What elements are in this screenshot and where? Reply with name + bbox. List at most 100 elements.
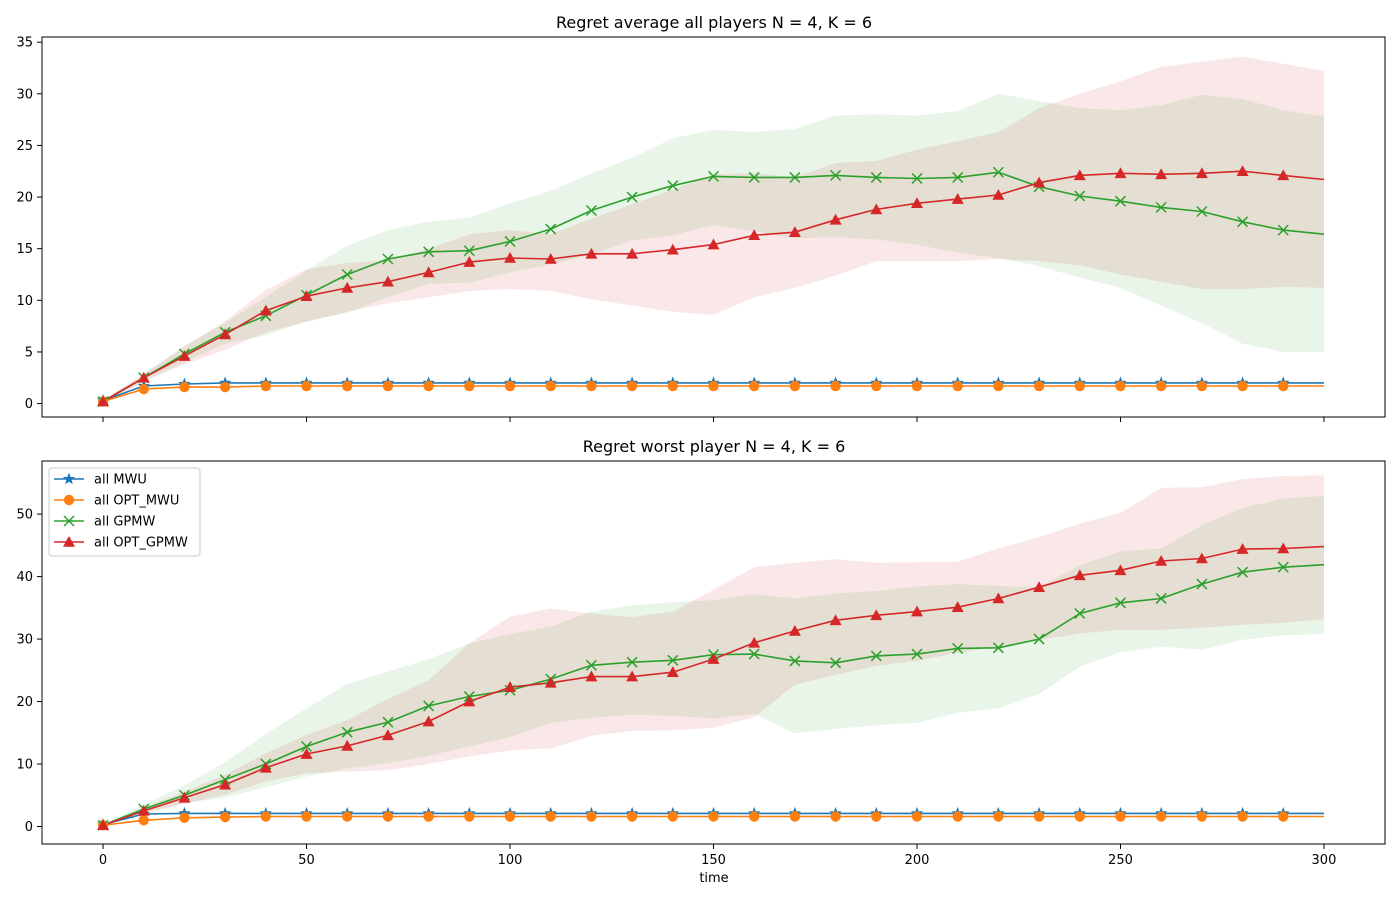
data-point-gpmw: [911, 172, 923, 184]
data-point-gpmw: [911, 648, 923, 660]
y-tick-label: 15: [16, 242, 33, 257]
data-point-gpmw: [789, 655, 801, 667]
data-point-opt_gpmw: [1155, 168, 1168, 180]
data-point-opt_gpmw: [788, 226, 801, 237]
bottom-chart-bands: [103, 475, 1324, 826]
data-point-opt_gpmw: [1277, 169, 1290, 181]
data-point-opt_mwu: [1115, 811, 1126, 822]
bottom-chart-x-axis-label: time: [699, 871, 728, 886]
legend-label: all OPT_MWU: [94, 494, 179, 509]
data-point-opt_gpmw: [1195, 167, 1208, 179]
data-point-opt_gpmw: [910, 197, 923, 209]
bottom-chart-title: Regret worst player N = 4, K = 6: [583, 437, 846, 456]
data-point-opt_mwu: [1033, 380, 1045, 392]
x-tick-label: 150: [701, 853, 726, 868]
data-point-opt_gpmw: [1114, 167, 1127, 179]
data-point-opt_mwu: [830, 380, 841, 392]
data-point-gpmw: [992, 166, 1004, 178]
data-point-gpmw: [870, 650, 882, 662]
data-point-opt_mwu: [911, 380, 923, 392]
data-point-opt_mwu: [1237, 811, 1248, 822]
data-point-gpmw: [382, 716, 394, 728]
data-point-opt_mwu: [1115, 380, 1126, 392]
top-chart-markers: [96, 165, 1290, 408]
data-point-opt_mwu: [1074, 811, 1085, 822]
top-chart-title: Regret average all players N = 4, K = 6: [556, 13, 872, 32]
data-point-opt_mwu: [1196, 811, 1208, 822]
data-point-opt_gpmw: [259, 304, 272, 316]
data-point-opt_mwu: [260, 811, 272, 822]
data-point-gpmw: [1196, 205, 1208, 218]
data-point-opt_mwu: [667, 811, 679, 822]
data-point-opt_mwu: [1155, 380, 1167, 392]
data-point-opt_mwu: [301, 811, 312, 822]
data-point-opt_gpmw: [1073, 569, 1086, 581]
data-point-opt_gpmw: [422, 266, 435, 278]
data-point-opt_mwu: [993, 380, 1004, 392]
y-tick-label: 10: [16, 758, 33, 773]
confidence-band-opt_gpmw: [103, 56, 1324, 403]
y-tick-label: 30: [16, 87, 33, 102]
data-point-opt_gpmw: [544, 676, 557, 688]
data-point-opt_gpmw: [1236, 165, 1249, 177]
legend-marker-circle: [63, 494, 75, 506]
data-point-gpmw: [1155, 201, 1167, 213]
data-point-gpmw: [1277, 224, 1289, 236]
top-chart-panel: Regret average all players N = 4, K = 6 …: [16, 13, 1386, 422]
data-point-gpmw: [1114, 195, 1127, 207]
data-point-opt_gpmw: [137, 371, 150, 383]
data-point-opt_gpmw: [178, 350, 191, 361]
data-point-opt_gpmw: [97, 395, 110, 407]
data-point-opt_gpmw: [259, 761, 272, 773]
data-point-opt_gpmw: [341, 281, 354, 293]
legend-item-mwu: all MWU: [54, 472, 147, 488]
data-point-opt_mwu: [545, 380, 556, 392]
data-point-opt_mwu: [667, 380, 679, 392]
data-point-opt_mwu: [138, 383, 149, 395]
data-point-opt_gpmw: [1073, 169, 1086, 181]
data-point-gpmw: [1033, 633, 1045, 645]
data-point-gpmw: [667, 654, 679, 666]
x-tick-label: 300: [1312, 853, 1337, 868]
data-point-opt_mwu: [464, 380, 475, 392]
data-point-opt_gpmw: [1236, 543, 1249, 554]
x-tick-label: 50: [298, 853, 315, 868]
data-point-opt_mwu: [1074, 380, 1085, 392]
data-point-opt_mwu: [545, 811, 556, 822]
data-point-opt_gpmw: [707, 238, 720, 250]
bottom-chart-panel: Regret worst player N = 4, K = 6 0 50 100 1…: [16, 437, 1386, 886]
top-chart-ticks: 0 5 10 15 20 25 30 35: [16, 36, 1325, 422]
data-point-opt_gpmw: [910, 605, 923, 617]
legend-label: all GPMW: [94, 515, 155, 530]
data-point-opt_gpmw: [422, 715, 435, 727]
data-point-opt_mwu: [423, 380, 434, 392]
data-point-opt_mwu: [342, 380, 353, 392]
data-point-opt_mwu: [1155, 811, 1167, 822]
data-point-opt_gpmw: [585, 670, 598, 682]
data-point-opt_mwu: [138, 815, 149, 826]
data-point-opt_gpmw: [219, 778, 232, 790]
data-point-opt_gpmw: [1114, 564, 1127, 576]
data-point-opt_gpmw: [829, 614, 842, 626]
data-point-opt_gpmw: [951, 601, 964, 613]
data-point-gpmw: [300, 741, 313, 753]
data-point-opt_gpmw: [707, 653, 720, 664]
data-point-opt_mwu: [911, 811, 923, 822]
data-point-gpmw: [748, 171, 760, 183]
data-point-opt_gpmw: [748, 229, 761, 241]
data-point-opt_mwu: [708, 811, 719, 822]
legend-marker-triangle: [63, 536, 75, 547]
data-point-opt_mwu: [626, 380, 638, 392]
data-point-opt_gpmw: [951, 193, 964, 204]
data-point-gpmw: [1114, 597, 1127, 609]
y-tick-label: 25: [16, 139, 33, 154]
legend-label: all MWU: [94, 473, 147, 488]
y-tick-label: 0: [25, 397, 33, 412]
data-point-opt_gpmw: [666, 243, 679, 255]
data-point-opt_gpmw: [463, 256, 476, 267]
data-point-opt_gpmw: [870, 203, 883, 215]
data-point-opt_mwu: [301, 380, 312, 392]
data-point-opt_mwu: [1278, 811, 1289, 822]
data-point-gpmw: [1074, 190, 1086, 202]
